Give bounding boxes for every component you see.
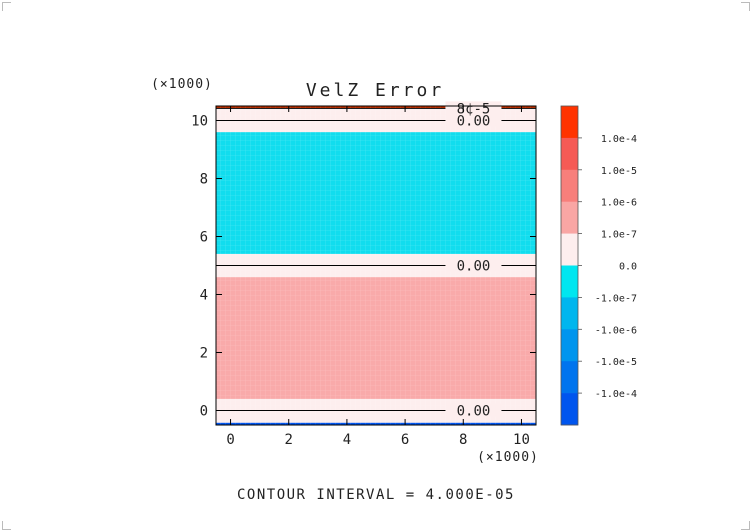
y-tick-label-2: 4 [200, 288, 208, 304]
contour-label-3: 8¢-5 [457, 101, 491, 117]
corner-mark-bottom-left [2, 521, 11, 530]
y-tick-label-5: 10 [191, 114, 208, 130]
colorbar-swatch-8 [561, 361, 578, 394]
colorbar-label-7: -1.0e-5 [595, 357, 637, 368]
y-tick-label-4: 8 [200, 172, 208, 188]
colorbar-label-0: 1.0e-4 [601, 134, 637, 145]
y-tick-label-0: 0 [200, 404, 208, 420]
colorbar-swatch-5 [561, 265, 578, 298]
contour-label-0: 0.00 [457, 404, 491, 420]
corner-mark-bottom-right [741, 521, 750, 530]
colorbar-swatch-2 [561, 169, 578, 202]
contour-interval-footer: CONTOUR INTERVAL = 4.000E-05 [237, 487, 515, 503]
contour-lines: 0.000.000.008¢-5 [216, 101, 536, 420]
x-tick-label-4: 8 [459, 432, 467, 448]
y-multiplier-label: (×1000) [151, 77, 213, 92]
contour-label-bg-1 [445, 258, 502, 272]
colorbar-label-3: 1.0e-7 [601, 230, 637, 241]
colorbar-label-4: 0.0 [619, 262, 637, 273]
colorbar-swatch-0 [561, 106, 578, 139]
axis-ticks: 0 2 4 6 8 10 0 2 4 6 8 10 [191, 106, 536, 448]
contour-label-2: 0.00 [457, 114, 491, 130]
corner-mark-top-right [741, 2, 750, 11]
x-tick-label-0: 0 [226, 432, 234, 448]
y-tick-label-1: 2 [200, 346, 208, 362]
corner-mark-top-left [2, 2, 11, 11]
contour-label-bg-0 [445, 403, 502, 417]
colorbar: 1.0e-4 1.0e-5 1.0e-6 1.0e-7 0.0 -1.0e-7 -1.0e-… [560, 105, 637, 426]
x-tick-label-1: 2 [285, 432, 293, 448]
contour-label-bg-2 [445, 113, 502, 127]
x-tick-label-2: 4 [343, 432, 351, 448]
contour-label-bg-3 [445, 101, 502, 115]
colorbar-label-5: -1.0e-7 [595, 293, 637, 304]
colorbar-swatch-1 [561, 137, 578, 171]
colorbar-swatch-4 [561, 233, 578, 266]
colorbar-label-1: 1.0e-5 [601, 166, 637, 177]
contour-label-1: 0.00 [457, 259, 491, 275]
plot-frame [215, 105, 537, 426]
colorbar-swatch-7 [561, 329, 578, 362]
colorbar-swatch-3 [561, 201, 578, 234]
colorbar-swatch-9 [561, 393, 578, 426]
x-tick-label-3: 6 [401, 432, 409, 448]
y-tick-label-3: 6 [200, 230, 208, 246]
colorbar-label-2: 1.0e-6 [601, 198, 637, 209]
colorbar-label-8: -1.0e-4 [595, 389, 637, 400]
colorbar-swatch-6 [561, 297, 578, 330]
x-tick-label-5: 10 [513, 432, 530, 448]
colorbar-label-6: -1.0e-6 [595, 325, 637, 336]
chart-title: VelZ Error [306, 80, 444, 101]
x-multiplier-label: (×1000) [477, 450, 539, 465]
